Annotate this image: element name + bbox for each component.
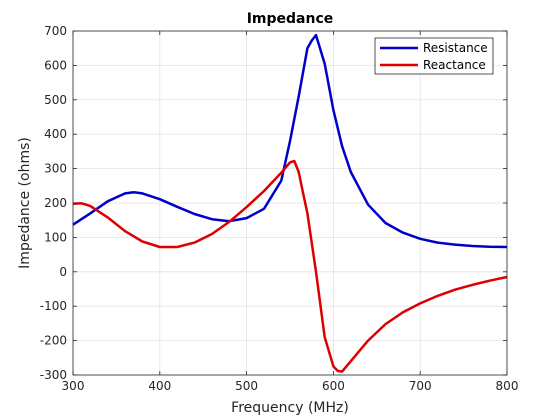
y-tick-label: 500 [44,93,67,107]
y-tick-label: 300 [44,162,67,176]
series-lines [72,33,508,373]
x-axis-label: Frequency (MHz) [231,400,349,416]
series-line-resistance [72,33,508,249]
x-tick-label: 500 [235,379,258,393]
x-tick-label: 600 [322,379,345,393]
y-tick-label: -100 [40,299,67,313]
x-tick-label: 700 [409,379,432,393]
y-tick-label: 400 [44,127,67,141]
y-tick-label: -300 [40,368,67,382]
legend-box [374,37,494,75]
x-tick-label: 800 [496,379,519,393]
chart-title: Impedance [247,11,334,27]
y-tick-label: 0 [59,265,67,279]
y-tick-label: 100 [44,230,67,244]
legend-label-reactance: Reactance [423,58,486,72]
y-axis-label: Impedance (ohms) [17,137,33,269]
legend: Resistance Reactance [374,37,494,75]
x-tick-label: 400 [148,379,171,393]
x-tick-label: 300 [62,379,85,393]
y-tick-label: 200 [44,196,67,210]
y-tick-label: 600 [44,58,67,72]
ticks [72,30,508,376]
series-line-reactance [72,159,508,373]
y-tick-label: 700 [44,24,67,38]
y-tick-label: -200 [40,334,67,348]
legend-label-resistance: Resistance [423,41,488,55]
tick-labels: 300 400 500 600 700 800 700 600 500 400 300 200 100 0… [40,24,519,393]
